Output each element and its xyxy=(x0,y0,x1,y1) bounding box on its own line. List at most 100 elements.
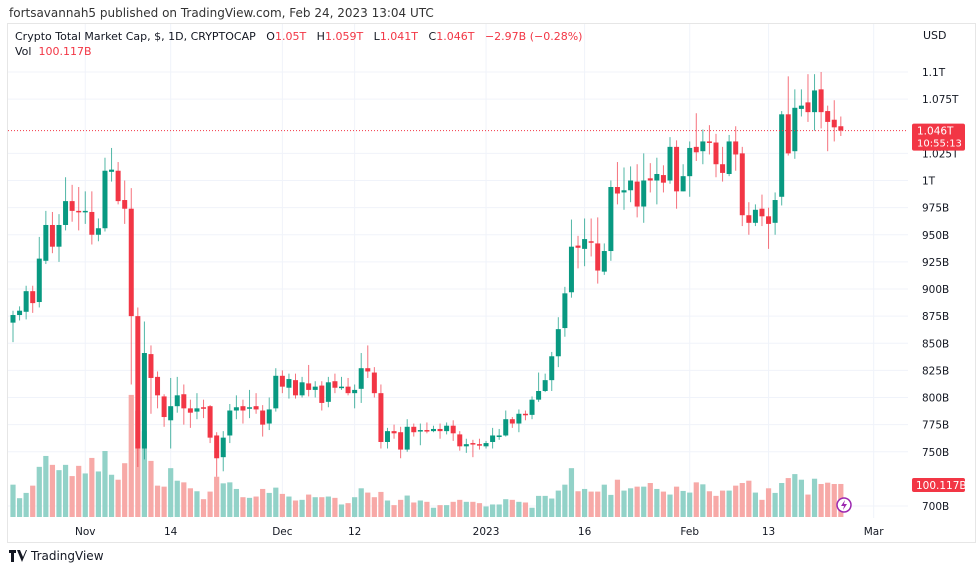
candle xyxy=(345,377,351,396)
volume-bar xyxy=(779,483,785,517)
y-tick-label: 1.075T xyxy=(922,94,959,106)
y-tick-label: 900B xyxy=(922,284,949,296)
volume-bar xyxy=(128,394,134,517)
candle-body xyxy=(575,245,581,248)
volume-bar xyxy=(69,476,75,517)
volume-bar xyxy=(292,500,299,517)
volume-bar xyxy=(345,503,351,517)
volume-bar xyxy=(765,488,772,517)
candle xyxy=(161,394,167,427)
candle xyxy=(529,396,535,420)
candle-body xyxy=(207,406,213,438)
candle xyxy=(95,218,101,242)
volume-bar xyxy=(654,488,660,517)
volume-bar xyxy=(325,496,331,517)
close-value: 1.046T xyxy=(436,30,475,43)
volume-bar xyxy=(667,494,673,517)
candle xyxy=(319,381,325,411)
volume-bar xyxy=(811,478,818,517)
volume-bar xyxy=(726,490,732,517)
candle-body xyxy=(339,386,344,389)
volume-bar xyxy=(378,491,384,517)
candle-body xyxy=(345,386,351,394)
tradingview-logo[interactable]: TradingView xyxy=(9,549,104,563)
candle xyxy=(339,376,344,390)
candle xyxy=(168,377,174,449)
volume-bar xyxy=(36,466,42,517)
candle-body xyxy=(825,111,831,122)
volume-bar xyxy=(752,492,759,517)
volume-bar xyxy=(831,484,837,517)
volume-bar xyxy=(575,491,581,517)
candle-body xyxy=(135,316,141,449)
volume-bar xyxy=(601,484,607,517)
volume-bar xyxy=(227,482,233,517)
candle-body xyxy=(490,435,496,442)
candle-body xyxy=(306,383,312,390)
candle-body xyxy=(812,90,818,113)
candle-body xyxy=(43,224,49,261)
volume-bar xyxy=(673,486,680,517)
candle-body xyxy=(805,102,811,113)
candle-body xyxy=(601,251,607,272)
symbol-title[interactable]: Crypto Total Market Cap, $, 1D, CRYPTOCA… xyxy=(15,30,256,43)
candle-body xyxy=(325,382,331,402)
candle xyxy=(628,166,634,203)
candle xyxy=(555,317,561,368)
candle-body xyxy=(371,372,377,394)
volume-bar xyxy=(141,431,147,517)
high-value: 1.059T xyxy=(324,30,364,43)
volume-bar xyxy=(509,499,515,517)
candle-body xyxy=(273,375,279,409)
candle xyxy=(746,202,752,235)
candle-body xyxy=(503,419,509,436)
candle-body xyxy=(187,408,193,413)
candle xyxy=(634,164,640,218)
candle xyxy=(444,422,450,435)
volume-bar xyxy=(214,476,220,517)
volume-bar xyxy=(338,504,345,517)
candle-body xyxy=(10,315,16,323)
volume-bar xyxy=(792,474,798,517)
candle-body xyxy=(628,180,634,191)
candle-body xyxy=(95,228,101,235)
candle xyxy=(779,111,785,206)
candle xyxy=(772,192,778,235)
candle xyxy=(187,399,193,428)
candle xyxy=(667,137,673,184)
candle xyxy=(247,389,253,419)
volume-bar xyxy=(536,495,542,517)
candle-body xyxy=(430,428,436,432)
candle-body xyxy=(792,107,798,152)
volume-bar xyxy=(82,473,88,517)
candle-body xyxy=(720,164,726,173)
candle-body xyxy=(614,187,620,194)
candle-body xyxy=(161,396,167,418)
volume-bar xyxy=(614,479,621,517)
volume-bar xyxy=(608,494,614,517)
candle xyxy=(115,162,121,205)
candle-body xyxy=(779,114,785,197)
candle xyxy=(325,376,331,408)
candle-body xyxy=(36,258,42,303)
candle-body xyxy=(568,246,574,293)
candle-body xyxy=(582,239,588,249)
candle xyxy=(102,157,108,232)
candle xyxy=(378,384,384,449)
volume-bar xyxy=(798,479,804,517)
candle-body xyxy=(201,407,207,409)
candle xyxy=(214,432,220,477)
volume-bar xyxy=(542,495,548,517)
lightning-icon[interactable] xyxy=(836,497,852,513)
currency-label[interactable]: USD xyxy=(921,29,949,42)
candle xyxy=(647,163,653,193)
candle-body xyxy=(746,215,752,223)
candle xyxy=(608,180,614,261)
y-tick-label: 700B xyxy=(922,501,949,513)
volume-bar xyxy=(516,501,522,517)
volume-bar xyxy=(483,506,489,517)
volume-bar xyxy=(358,488,364,517)
volume-value: 100.117B xyxy=(38,45,92,58)
candle xyxy=(109,147,115,182)
